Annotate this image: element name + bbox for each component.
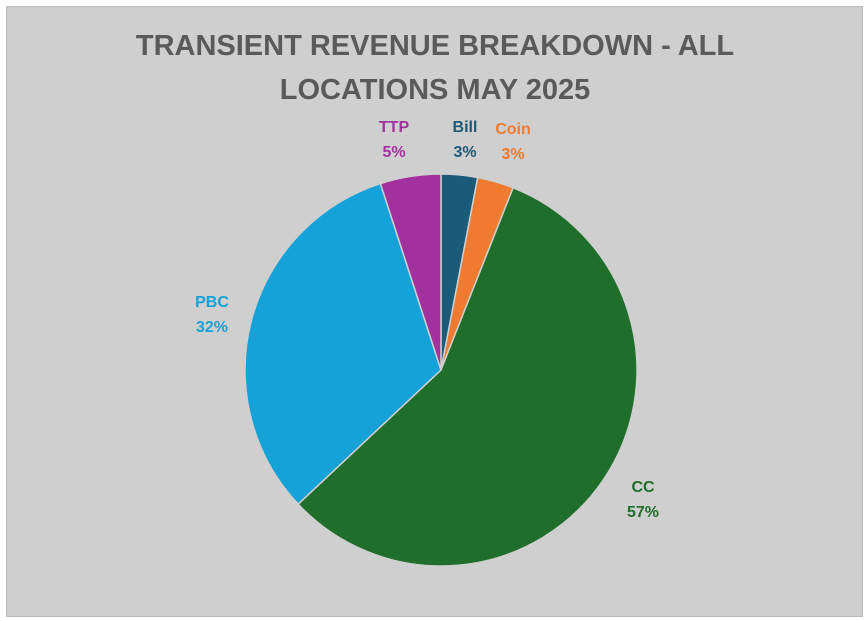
pie-slice xyxy=(244,182,442,506)
slice-value-label: 5% xyxy=(382,144,405,161)
chart-title: TRANSIENT REVENUE BREAKDOWN - ALL LOCATI… xyxy=(135,30,735,106)
pie-slice xyxy=(379,173,442,371)
slice-label: Bill xyxy=(453,119,478,136)
slice-value-label: 3% xyxy=(453,144,476,161)
slice-label: CC xyxy=(631,479,655,496)
slice-label: Coin xyxy=(495,121,531,138)
slice-value-label: 32% xyxy=(196,319,228,336)
pie-slice xyxy=(297,186,638,567)
slice-label: TTP xyxy=(379,119,410,136)
slice-label: PBC xyxy=(195,294,229,311)
slice-value-label: 57% xyxy=(627,504,659,521)
slice-value-label: 3% xyxy=(501,146,524,163)
